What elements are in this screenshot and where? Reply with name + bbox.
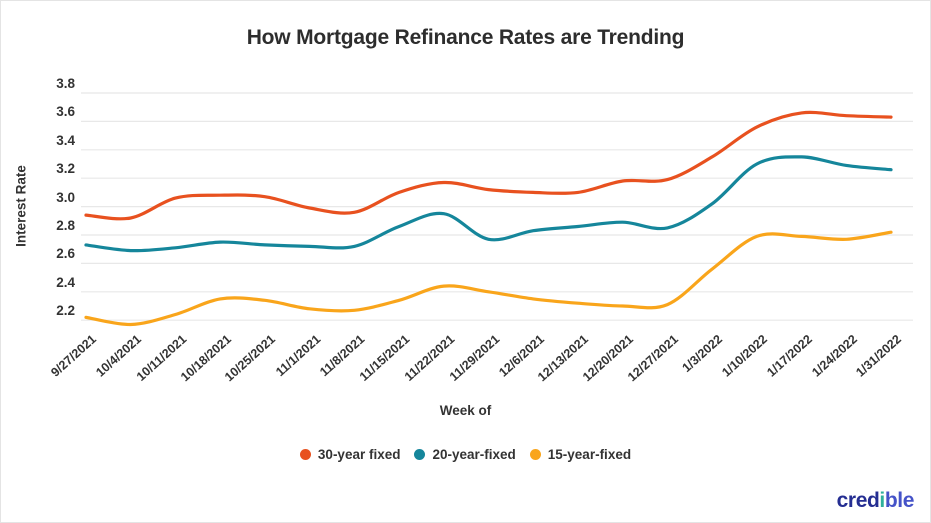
legend-label: 15-year-fixed xyxy=(547,447,632,462)
legend-dot-icon xyxy=(529,449,541,460)
legend-item: 20-year-fixed xyxy=(414,447,516,462)
y-tick-label: 3.0 xyxy=(56,189,75,205)
logo-text-suffix: ble xyxy=(884,489,915,512)
legend-item: 15-year-fixed xyxy=(529,447,632,462)
legend: 30-year fixed 20-year-fixed 15-year-fixed xyxy=(1,447,930,462)
credible-logo: credible xyxy=(836,489,915,513)
series-line-15-year-fixed xyxy=(84,230,893,327)
y-tick-label: 2.6 xyxy=(56,246,75,262)
legend-dot-icon xyxy=(299,449,311,460)
y-tick-label: 3.8 xyxy=(56,76,75,91)
series-line-20-year-fixed xyxy=(84,155,893,253)
chart-title: How Mortgage Refinance Rates are Trendin… xyxy=(246,26,685,49)
y-tick-label: 2.2 xyxy=(56,303,75,319)
logo-text-main: cred xyxy=(836,489,880,512)
y-tick-label: 3.2 xyxy=(56,161,75,177)
series-line-30-year-fixed xyxy=(84,110,893,221)
x-axis-title: Week of xyxy=(439,403,492,418)
legend-item: 30-year fixed xyxy=(299,447,401,462)
logo-text-accent: i xyxy=(879,489,885,512)
legend-dot-icon xyxy=(414,449,426,460)
y-tick-label: 2.8 xyxy=(56,218,75,233)
y-tick-label: 3.6 xyxy=(56,104,75,120)
y-tick-label: 3.4 xyxy=(56,132,75,148)
y-tick-label: 2.4 xyxy=(56,274,75,290)
y-axis-title: Interest Rate xyxy=(13,165,29,247)
legend-label: 30-year fixed xyxy=(317,447,401,462)
legend-label: 20-year-fixed xyxy=(432,447,516,462)
